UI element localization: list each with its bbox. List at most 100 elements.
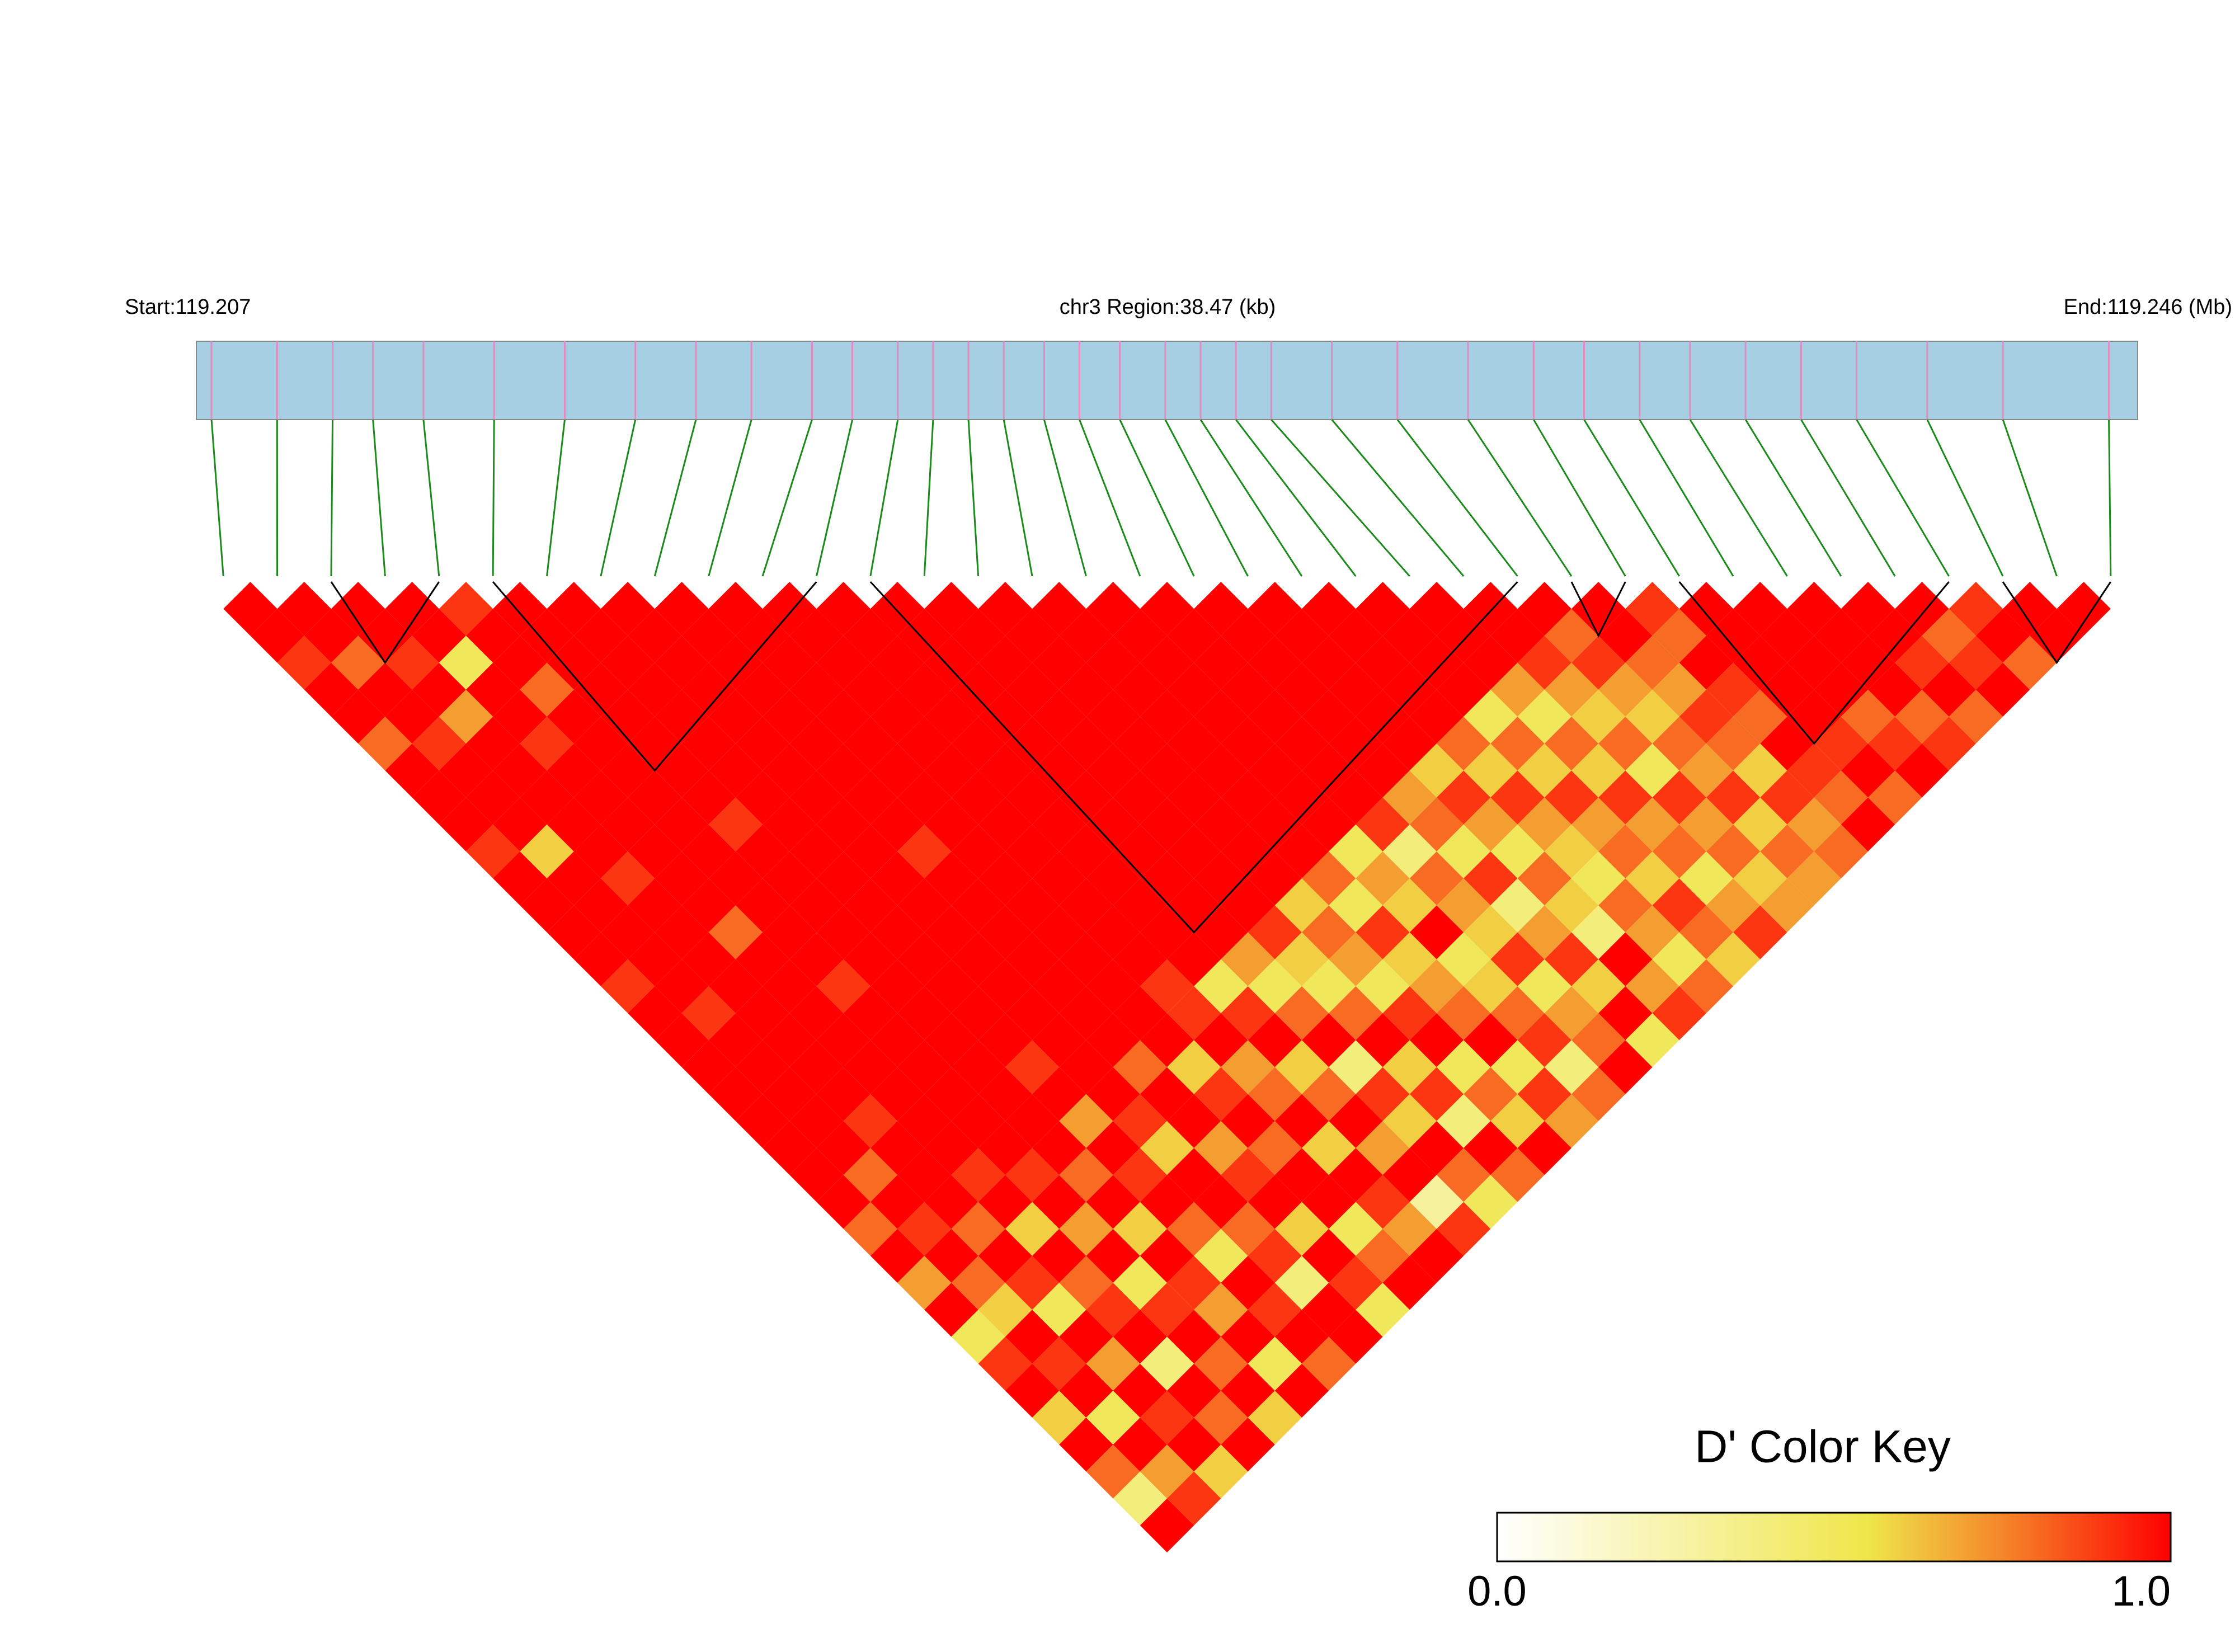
ld-cell <box>843 609 898 663</box>
start-label: Start:119.207 <box>125 295 251 319</box>
snp-link <box>1164 419 1249 577</box>
ld-cell <box>1625 636 1679 690</box>
ld-cell <box>1032 689 1086 744</box>
snp-link <box>816 419 854 577</box>
ld-block <box>1570 581 1626 638</box>
ld-cell <box>1113 1148 1167 1202</box>
ld-cell <box>1652 609 1706 663</box>
ld-cell <box>1382 986 1437 1041</box>
ld-cell <box>735 824 790 879</box>
ld-cell <box>1086 1390 1140 1445</box>
ld-cell <box>655 851 709 906</box>
ld-cell <box>1221 1363 1275 1418</box>
ld-cell <box>1221 932 1275 986</box>
ld-cell <box>2003 582 2057 636</box>
ld-cell <box>1679 959 1734 1014</box>
snp-link <box>1689 419 1788 577</box>
ld-cell <box>1113 716 1167 771</box>
ld-cell <box>1274 662 1329 717</box>
ld-cell <box>1517 636 1571 690</box>
ld-cell <box>1544 1040 1599 1094</box>
ld-cell <box>465 662 520 717</box>
ld-cell <box>655 797 709 851</box>
region-label: chr3 Region:38.47 (kb) <box>1060 295 1276 319</box>
ld-cell <box>870 1013 925 1067</box>
ld-cell <box>1005 878 1060 933</box>
color-key-title: D' Color Key <box>1695 1422 1951 1472</box>
ld-cell <box>1544 986 1599 1041</box>
ld-cell <box>924 582 978 636</box>
ld-cell <box>1248 959 1302 1014</box>
ld-cell <box>1464 582 1518 636</box>
snp-link <box>1043 419 1087 577</box>
ld-cell <box>1005 609 1060 663</box>
gene-track <box>196 341 2138 420</box>
ld-cell <box>1517 905 1571 959</box>
ld-cell <box>358 716 412 771</box>
snp-link <box>923 419 934 577</box>
ld-cell <box>573 878 628 933</box>
snp-link <box>708 419 752 577</box>
ld-cell <box>951 1202 1005 1256</box>
ld-cell <box>1571 582 1626 636</box>
ld-cell <box>1356 851 1410 906</box>
ld-cell <box>573 716 628 771</box>
color-key-tick-label: 0.0 <box>1467 1568 1527 1615</box>
ld-cell <box>1194 1067 1248 1121</box>
snp-link <box>600 419 637 577</box>
ld-cell <box>1059 1148 1113 1202</box>
ld-cell <box>1032 1229 1086 1283</box>
ld-cell <box>1571 959 1626 1014</box>
ld-cell <box>465 770 520 825</box>
ld-cell <box>1436 770 1491 825</box>
ld-cell <box>1329 932 1383 986</box>
snp-link <box>1235 419 1357 577</box>
ld-cell <box>1490 609 1545 663</box>
ld-cell <box>628 770 682 825</box>
ld-cell <box>439 582 493 636</box>
ld-cell <box>816 1013 871 1067</box>
ld-cell <box>1409 851 1464 906</box>
ld-cell <box>1868 716 1922 771</box>
ld-cell <box>1032 905 1086 959</box>
snp-link <box>422 419 440 577</box>
ld-cell <box>708 851 763 906</box>
ld-cell <box>1706 662 1761 717</box>
ld-cell <box>412 609 466 663</box>
ld-cell <box>1059 1363 1113 1418</box>
ld-cell <box>1059 1310 1113 1364</box>
ld-cell <box>520 878 574 933</box>
ld-cell <box>1113 932 1167 986</box>
ld-cell <box>412 770 466 825</box>
ld-cell <box>412 716 466 771</box>
ld-cell <box>1248 851 1302 906</box>
ld-cell <box>1032 1067 1086 1121</box>
ld-cell <box>1221 1202 1275 1256</box>
ld-cell <box>1679 636 1734 690</box>
snp-link <box>1533 419 1626 577</box>
ld-cell <box>870 959 925 1014</box>
ld-cell <box>385 743 439 798</box>
ld-cell <box>1113 1471 1167 1526</box>
ld-cell <box>816 689 871 744</box>
ld-cell <box>789 770 844 825</box>
ld-cell <box>1760 609 1814 663</box>
snp-link <box>1583 419 1680 577</box>
ld-cell <box>1679 797 1734 851</box>
ld-cell <box>385 636 439 690</box>
color-key-tick-label: 1.0 <box>2111 1568 2171 1615</box>
ld-cell <box>1059 824 1113 879</box>
ld-cell <box>1194 797 1248 851</box>
ld-cell <box>924 1013 978 1067</box>
ld-cell <box>1059 1418 1113 1472</box>
ld-cell <box>1167 986 1221 1041</box>
ld-cell <box>1544 770 1599 825</box>
ld-cell <box>978 689 1033 744</box>
ld-cell <box>1221 770 1275 825</box>
ld-cell <box>816 582 871 636</box>
ld-cell <box>1032 582 1086 636</box>
ld-cell <box>1356 797 1410 851</box>
ld-cell <box>1409 1013 1464 1067</box>
ld-cell <box>1436 986 1491 1041</box>
